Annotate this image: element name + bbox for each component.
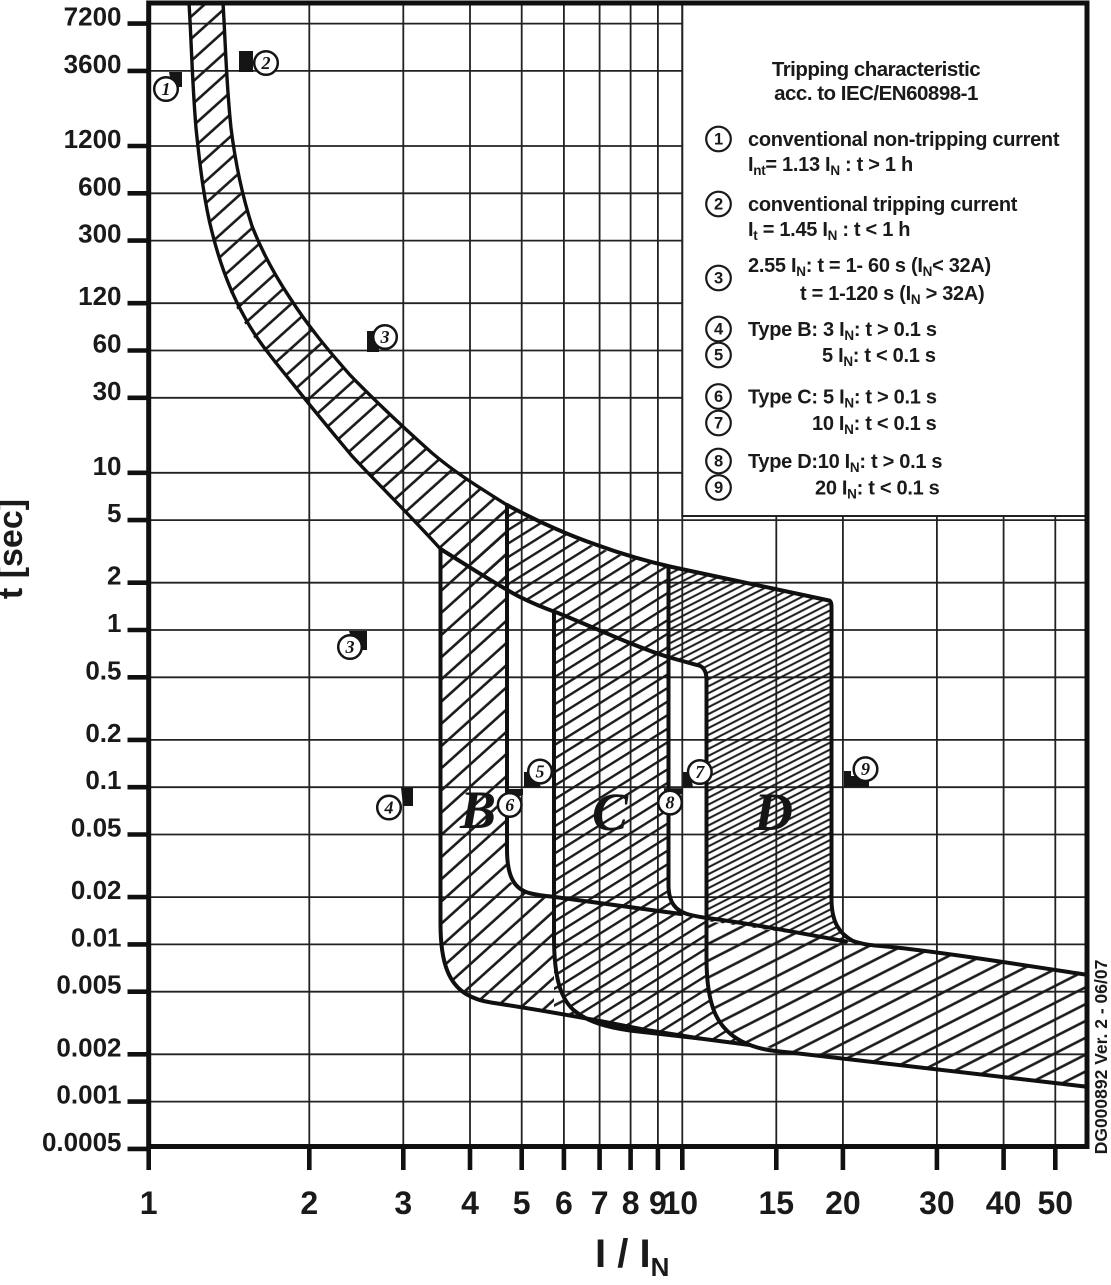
svg-text:0.005: 0.005 — [56, 970, 121, 1000]
svg-text:0.01: 0.01 — [71, 922, 122, 952]
svg-text:5 IN: t < 0.1 s: 5 IN: t < 0.1 s — [822, 345, 936, 369]
svg-text:9: 9 — [714, 479, 723, 497]
svg-text:1: 1 — [714, 131, 723, 149]
svg-text:15: 15 — [759, 1185, 795, 1221]
svg-text:D: D — [753, 782, 793, 842]
svg-text:3: 3 — [394, 1185, 412, 1221]
svg-text:3: 3 — [345, 637, 355, 657]
svg-text:0.2: 0.2 — [85, 718, 121, 748]
svg-text:3600: 3600 — [64, 49, 122, 79]
svg-text:10: 10 — [663, 1185, 699, 1221]
svg-text:0.05: 0.05 — [71, 813, 122, 843]
svg-text:8: 8 — [666, 793, 675, 813]
svg-text:30: 30 — [93, 376, 122, 406]
svg-text:300: 300 — [78, 219, 121, 249]
svg-text:conventional tripping current: conventional tripping current — [748, 194, 1018, 216]
svg-text:5: 5 — [536, 762, 545, 782]
svg-text:1: 1 — [162, 79, 171, 99]
svg-text:6: 6 — [555, 1185, 573, 1221]
svg-text:5: 5 — [107, 498, 121, 528]
svg-text:3: 3 — [714, 270, 723, 288]
svg-text:2: 2 — [714, 196, 723, 214]
svg-text:1200: 1200 — [64, 124, 122, 154]
svg-text:30: 30 — [919, 1185, 955, 1221]
svg-text:Type C: 5 IN: t > 0.1 s: Type C: 5 IN: t > 0.1 s — [748, 387, 937, 411]
svg-text:20 IN: t < 0.1 s: 20 IN: t < 0.1 s — [815, 478, 940, 502]
svg-text:9: 9 — [649, 1185, 667, 1221]
svg-text:0.5: 0.5 — [85, 655, 121, 685]
svg-text:7200: 7200 — [64, 2, 122, 32]
svg-text:60: 60 — [93, 329, 122, 359]
svg-text:acc. to IEC/EN60898-1: acc. to IEC/EN60898-1 — [774, 82, 978, 105]
svg-text:1: 1 — [107, 608, 121, 638]
svg-text:4: 4 — [714, 321, 724, 339]
svg-text:Type D:10 IN: t > 0.1 s: Type D:10 IN: t > 0.1 s — [748, 451, 942, 475]
svg-text:2.55 IN: t = 1- 60 s (IN< 32A): 2.55 IN: t = 1- 60 s (IN< 32A) — [748, 255, 991, 279]
svg-text:t = 1-120 s (IN > 32A): t = 1-120 s (IN > 32A) — [800, 283, 984, 307]
svg-text:10 IN: t < 0.1 s: 10 IN: t < 0.1 s — [812, 413, 937, 437]
svg-text:40: 40 — [986, 1185, 1022, 1221]
svg-text:5: 5 — [714, 347, 723, 365]
svg-text:6: 6 — [714, 388, 723, 406]
svg-text:Tripping characteristic: Tripping characteristic — [772, 58, 980, 81]
svg-text:t [sec]: t [sec] — [0, 499, 30, 599]
svg-text:0.002: 0.002 — [56, 1032, 121, 1062]
svg-text:1: 1 — [140, 1185, 158, 1221]
svg-text:9: 9 — [861, 759, 870, 779]
svg-text:0.1: 0.1 — [85, 765, 121, 795]
svg-text:10: 10 — [93, 451, 122, 481]
svg-text:conventional non-tripping curr: conventional non-tripping current — [748, 129, 1060, 151]
svg-text:8: 8 — [622, 1185, 640, 1221]
svg-text:4: 4 — [461, 1185, 479, 1221]
svg-text:7: 7 — [695, 762, 705, 782]
svg-text:B: B — [459, 780, 496, 840]
svg-text:50: 50 — [1038, 1185, 1074, 1221]
svg-text:2: 2 — [107, 561, 121, 591]
svg-text:6: 6 — [505, 795, 514, 815]
svg-text:8: 8 — [714, 453, 723, 471]
svg-text:120: 120 — [78, 281, 121, 311]
svg-text:0.02: 0.02 — [71, 875, 122, 905]
svg-text:Int= 1.13 IN : t > 1 h: Int= 1.13 IN : t > 1 h — [748, 154, 913, 178]
svg-text:0.0005: 0.0005 — [42, 1127, 122, 1157]
svg-text:2: 2 — [261, 53, 271, 73]
svg-text:20: 20 — [825, 1185, 861, 1221]
svg-text:600: 600 — [78, 171, 121, 201]
svg-text:7: 7 — [714, 415, 723, 433]
svg-text:5: 5 — [513, 1185, 531, 1221]
svg-text:0.001: 0.001 — [56, 1080, 121, 1110]
svg-text:3: 3 — [380, 327, 390, 347]
svg-text:7: 7 — [591, 1185, 609, 1221]
svg-text:DG000892 Ver. 2 - 06/07: DG000892 Ver. 2 - 06/07 — [1091, 960, 1111, 1155]
svg-text:2: 2 — [300, 1185, 318, 1221]
svg-text:Type B: 3 IN: t > 0.1 s: Type B: 3 IN: t > 0.1 s — [748, 319, 937, 343]
svg-text:4: 4 — [384, 798, 394, 818]
svg-text:It = 1.45 IN : t < 1 h: It = 1.45 IN : t < 1 h — [748, 219, 910, 243]
svg-text:C: C — [592, 782, 629, 842]
